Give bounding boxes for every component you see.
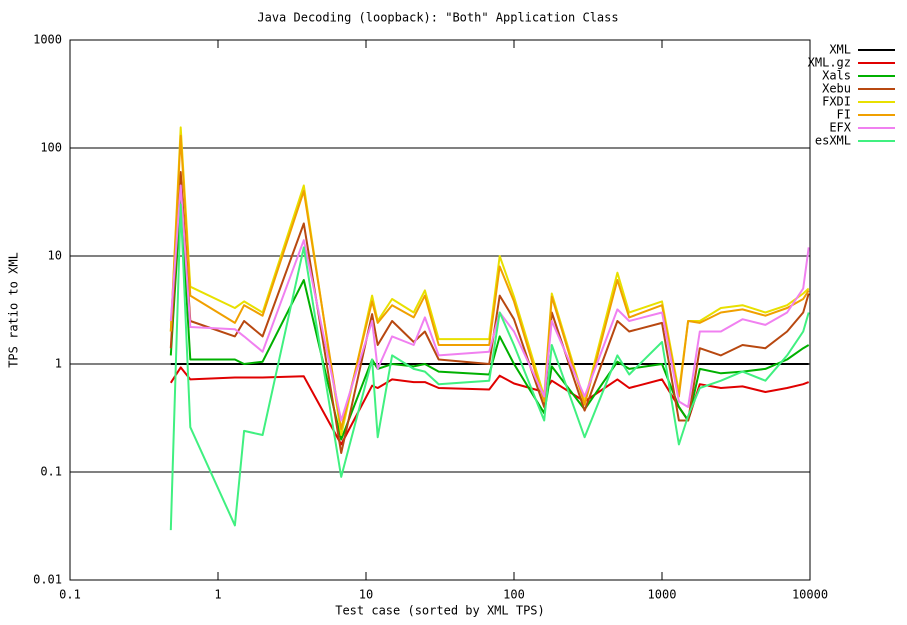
legend-label: XML.gz	[808, 56, 851, 70]
y-axis-label: TPS ratio to XML	[7, 252, 21, 368]
legend-label: Xals	[822, 69, 851, 83]
series-line	[169, 171, 810, 454]
y-tick-label: 1	[55, 357, 62, 371]
y-tick-label: 1000	[33, 33, 62, 47]
series-line	[169, 196, 810, 441]
legend-label: esXML	[815, 134, 851, 148]
y-tick-label: 100	[40, 141, 62, 155]
x-tick-label: 1	[214, 588, 221, 602]
chart-title: Java Decoding (loopback): "Both" Applica…	[257, 11, 618, 25]
series-line	[169, 126, 810, 436]
series-line	[169, 134, 810, 430]
x-tick-label: 0.1	[59, 588, 81, 602]
x-tick-label: 1000	[648, 588, 677, 602]
y-tick-label: 10	[48, 249, 62, 263]
plot-border	[69, 39, 811, 581]
legend-label: FXDI	[822, 95, 851, 109]
series-line	[169, 203, 810, 531]
series-line	[169, 366, 810, 446]
legend-label: EFX	[829, 121, 851, 135]
y-tick-label: 0.01	[33, 573, 62, 587]
legend-label: XML	[829, 43, 851, 57]
x-tick-label: 10000	[792, 588, 828, 602]
x-axis-label: Test case (sorted by XML TPS)	[335, 604, 545, 618]
x-tick-label: 100	[503, 588, 525, 602]
y-tick-label: 0.1	[40, 465, 62, 479]
x-tick-label: 10	[359, 588, 373, 602]
legend-label: FI	[837, 108, 851, 122]
legend-label: Xebu	[822, 82, 851, 96]
series-line	[169, 184, 810, 422]
